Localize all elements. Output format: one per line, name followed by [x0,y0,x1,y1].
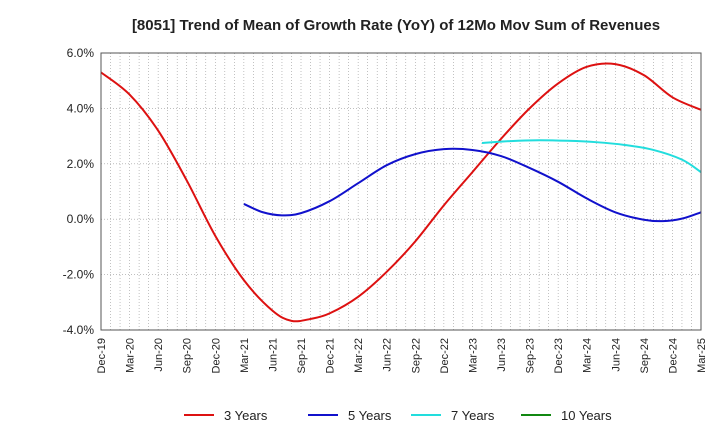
x-tick-label: Sep-21 [296,338,308,373]
y-axis: -4.0% -2.0% 0.0% 2.0% 4.0% 6.0% [63,46,95,337]
x-tick-label: Dec-22 [439,338,451,373]
x-tick-label: Jun-23 [496,338,508,372]
legend: 3 Years 5 Years 7 Years 10 Years [184,408,612,423]
x-tick-label: Jun-24 [610,338,622,372]
x-tick-label: Mar-25 [696,338,708,373]
x-tick-label: Jun-21 [267,338,279,372]
x-tick-label: Sep-20 [182,338,194,373]
x-tick-label: Sep-24 [639,338,651,373]
x-tick-label: Dec-19 [96,338,108,373]
y-tick-label: 4.0% [67,101,95,115]
x-tick-label: Jun-22 [382,338,394,372]
legend-label-7-years: 7 Years [451,408,495,423]
legend-label-5-years: 5 Years [348,408,392,423]
legend-label-10-years: 10 Years [561,408,612,423]
x-tick-label: Mar-21 [239,338,251,373]
x-tick-label: Dec-23 [553,338,565,373]
x-tick-label: Mar-24 [582,338,594,373]
y-tick-label: -2.0% [63,268,95,282]
series-lines [100,62,702,323]
y-tick-label: 0.0% [67,212,95,226]
series-line-5-years [243,147,702,223]
series-line-7-years [481,139,702,173]
x-tick-label: Mar-23 [467,338,479,373]
x-axis: Dec-19 Mar-20 Jun-20 Sep-20 Dec-20 Mar-21 Jun-… [96,338,708,373]
y-tick-label: -4.0% [63,323,95,337]
x-tick-label: Mar-20 [125,338,137,373]
x-tick-label: Mar-22 [353,338,365,373]
y-tick-label: 6.0% [67,46,95,60]
x-tick-label: Dec-24 [667,338,679,373]
x-tick-label: Sep-22 [410,338,422,373]
grid [101,52,701,331]
plot-frame [100,52,702,331]
x-tick-label: Dec-21 [325,338,337,373]
y-tick-label: 2.0% [67,157,95,171]
series-line-3-years [100,62,702,323]
x-tick-label: Jun-20 [153,338,165,372]
x-tick-label: Sep-23 [525,338,537,373]
x-tick-label: Dec-20 [210,338,222,373]
legend-label-3-years: 3 Years [224,408,268,423]
chart-title: [8051] Trend of Mean of Growth Rate (YoY… [132,17,660,34]
